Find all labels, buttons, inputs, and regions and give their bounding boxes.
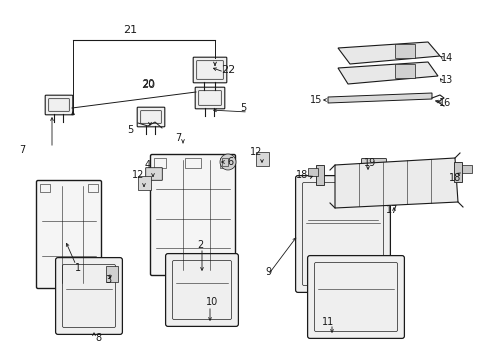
Circle shape: [220, 154, 236, 170]
Bar: [154, 158, 165, 168]
Text: 7: 7: [175, 133, 181, 143]
Text: 9: 9: [264, 267, 270, 277]
Polygon shape: [337, 62, 437, 84]
FancyBboxPatch shape: [361, 159, 386, 174]
Text: 7: 7: [19, 145, 25, 155]
FancyBboxPatch shape: [45, 95, 73, 115]
FancyBboxPatch shape: [307, 256, 404, 338]
Text: 20: 20: [142, 79, 154, 89]
Text: 16: 16: [438, 98, 450, 108]
Polygon shape: [327, 93, 431, 103]
Bar: [138, 176, 151, 190]
Text: 12: 12: [249, 147, 262, 157]
Bar: [453, 162, 461, 182]
Text: 21: 21: [122, 25, 137, 35]
Bar: [40, 184, 50, 192]
Text: 18: 18: [295, 170, 307, 180]
Text: 13: 13: [440, 75, 452, 85]
Text: 11: 11: [321, 317, 333, 327]
Text: 5: 5: [240, 103, 245, 113]
Bar: [394, 44, 414, 58]
Bar: [222, 158, 227, 166]
Bar: [315, 165, 324, 185]
Bar: [394, 64, 414, 78]
Text: 18: 18: [448, 173, 460, 183]
Text: 6: 6: [226, 157, 233, 167]
Bar: [307, 168, 317, 176]
Bar: [88, 184, 98, 192]
Text: 8: 8: [95, 333, 101, 343]
Text: 20: 20: [141, 80, 155, 90]
Text: 3: 3: [105, 275, 111, 285]
FancyBboxPatch shape: [165, 253, 238, 327]
Text: 15: 15: [309, 95, 322, 105]
FancyBboxPatch shape: [193, 57, 226, 83]
Bar: [184, 158, 201, 168]
Text: 1: 1: [75, 263, 81, 273]
FancyBboxPatch shape: [37, 180, 102, 288]
Text: 2: 2: [197, 240, 203, 250]
Text: 5: 5: [126, 125, 133, 135]
FancyBboxPatch shape: [137, 107, 164, 127]
Text: 22: 22: [221, 65, 235, 75]
FancyBboxPatch shape: [145, 168, 162, 180]
Text: 17: 17: [385, 205, 397, 215]
FancyBboxPatch shape: [195, 87, 224, 109]
FancyBboxPatch shape: [56, 258, 122, 334]
FancyBboxPatch shape: [150, 154, 235, 275]
Polygon shape: [334, 158, 457, 208]
Bar: [256, 152, 268, 166]
Text: 14: 14: [440, 53, 452, 63]
Polygon shape: [337, 42, 439, 64]
Text: 4: 4: [144, 160, 151, 170]
Text: 10: 10: [205, 297, 218, 307]
Bar: [220, 158, 231, 168]
Text: 19: 19: [363, 158, 375, 168]
Text: 12: 12: [132, 170, 144, 180]
Bar: [106, 266, 118, 282]
FancyBboxPatch shape: [295, 176, 389, 292]
Bar: [461, 165, 471, 173]
